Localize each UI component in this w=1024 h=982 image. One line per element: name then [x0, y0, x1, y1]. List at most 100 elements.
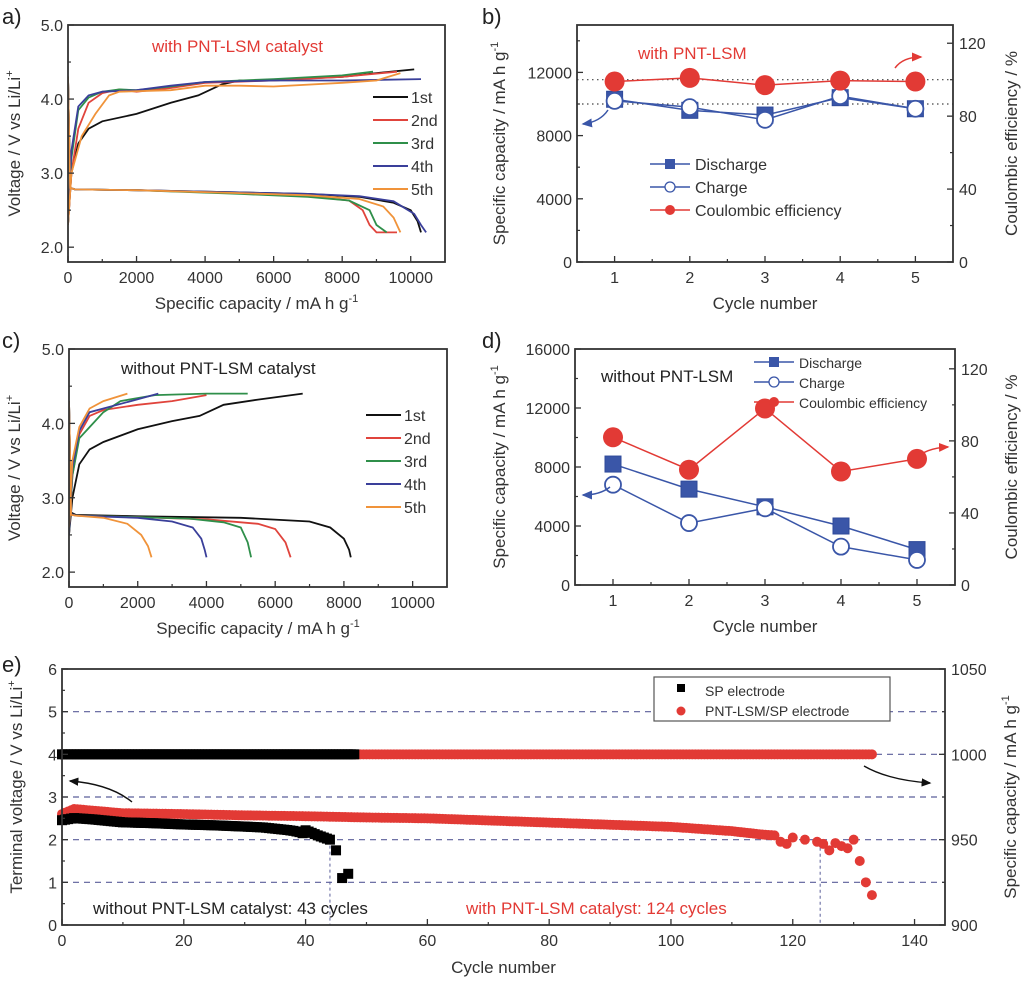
left-axis-arrow	[581, 486, 611, 500]
y-axis-title-main: Specific capacity / mA h g	[490, 375, 509, 569]
efficiency-marker	[905, 71, 926, 92]
legend-marker-discharge	[769, 357, 779, 367]
legend-label-Charge: Charge	[799, 375, 845, 391]
x-axis-title-main: Specific capacity / mA h g	[156, 619, 350, 638]
left-y-tick-label: 12000	[526, 401, 571, 418]
panel-label: a)	[2, 4, 22, 29]
x-axis-title: Cycle number	[451, 958, 556, 977]
left-y-tick-label: 5.0	[42, 342, 64, 359]
legend-label-2nd: 2nd	[404, 431, 431, 448]
efficiency-marker	[755, 75, 775, 96]
left-y-tick-label: 12000	[528, 65, 573, 82]
voltage-point-pnt-lsm	[842, 843, 853, 854]
discharge-curve-4th	[68, 76, 427, 233]
discharge-curve-5th	[68, 76, 402, 233]
x-tick-label: 4000	[187, 270, 223, 287]
x-tick-label: 10000	[390, 595, 435, 612]
x-tick-label: 100	[658, 933, 685, 950]
left-y-tick-label: 8000	[534, 460, 570, 477]
legend-label-4th: 4th	[404, 477, 426, 494]
capacity-point-pnt-lsm	[866, 749, 877, 760]
voltage-point-sp	[337, 873, 348, 884]
panel-a-frame	[67, 24, 446, 263]
charge-curve-5th	[68, 72, 401, 226]
voltage-point-pnt-lsm	[818, 838, 829, 849]
legend-label-Discharge: Discharge	[799, 355, 862, 371]
panel-label: b)	[482, 4, 502, 29]
panel-d: d) 1 2 3 4 5 0 4000 8000 12000 16000 0 40 80 120 withou…	[482, 328, 1021, 636]
left-y-tick-label: 2	[48, 833, 57, 850]
panel-e: e) 0 20 40 60 80 100 120 140 0 1 2 3 4 5 6 900 950 1000 105…	[2, 652, 1020, 977]
y-axis-title-main: Specific capacity / mA h g	[490, 52, 509, 246]
legend-label-Coulombic efficiency: Coulombic efficiency	[695, 203, 841, 220]
legend-marker-charge	[768, 376, 780, 388]
y-axis-title-superscript: +	[6, 680, 18, 686]
plot-area	[68, 68, 427, 234]
legend-label-1st: 1st	[404, 408, 426, 425]
x-tick-label: 2000	[120, 595, 156, 612]
legend-marker-discharge	[665, 159, 675, 169]
x-tick-label: 5	[913, 593, 922, 610]
charge-curve-2nd	[69, 394, 207, 535]
right-y-tick-label: 950	[951, 833, 978, 850]
legend-label-1st: 1st	[411, 90, 433, 107]
left-y-tick-label: 4.0	[42, 416, 64, 433]
right-y-tick-label: 0	[959, 255, 968, 272]
y2-axis-title: Coulombic efficiency / %	[1002, 375, 1021, 560]
annotation-with-catalyst: with PNT-LSM catalyst: 124 cycles	[465, 899, 727, 918]
voltage-point-sp	[324, 834, 335, 845]
y-axis-title-main: Voltage / V vs Li/Li	[5, 401, 24, 541]
legend-label-sp: SP electrode	[705, 683, 785, 699]
left-y-tick-label: 5	[48, 705, 57, 722]
left-y-tick-label: 4000	[536, 192, 572, 209]
charge-curve-1st	[68, 68, 415, 226]
voltage-point-pnt-lsm	[769, 830, 780, 841]
annotation-without-catalyst: without PNT-LSM catalyst: 43 cycles	[92, 899, 368, 918]
left-y-tick-label: 16000	[526, 342, 571, 359]
left-y-tick-label: 2.0	[41, 240, 63, 257]
x-tick-label: 3	[761, 270, 770, 287]
left-y-tick-label: 5.0	[41, 18, 63, 35]
x-axis-title: Specific capacity / mA h g-1	[155, 293, 358, 313]
charge-curve-5th	[69, 392, 128, 528]
voltage-point-pnt-lsm	[781, 838, 792, 849]
voltage-point-sp	[343, 868, 354, 879]
y-axis-title: Voltage / V vs Li/Li+	[4, 70, 24, 216]
y-axis-title: Specific capacity / mA h g-1	[489, 365, 509, 568]
efficiency-marker	[679, 67, 700, 88]
x-tick-label: 2000	[119, 270, 155, 287]
x-tick-label: 8000	[326, 595, 362, 612]
x-tick-label: 1	[609, 593, 618, 610]
left-y-tick-label: 3.0	[41, 166, 63, 183]
legend-label-5th: 5th	[404, 500, 426, 517]
legend-marker-charge	[664, 181, 676, 193]
legend-label-4th: 4th	[411, 159, 433, 176]
discharge-curve-3rd	[68, 76, 388, 234]
left-y-tick-label: 3	[48, 790, 57, 807]
charge-marker	[756, 110, 774, 129]
x-tick-label: 10000	[388, 270, 433, 287]
legend-label-pnt-lsm: PNT-LSM/SP electrode	[705, 703, 850, 719]
x-tick-label: 6000	[256, 270, 292, 287]
y-axis-title-main: Voltage / V vs Li/Li	[5, 77, 24, 217]
charge-marker	[680, 514, 698, 532]
y2-axis-title-main: Specific capacity / mA h g	[1001, 705, 1020, 899]
discharge-curve-2nd	[68, 76, 397, 234]
right-y-tick-label: 0	[961, 578, 970, 595]
voltage-point-pnt-lsm	[848, 834, 859, 845]
charge-curve-4th	[69, 392, 159, 535]
discharge-curve-4th	[69, 401, 208, 558]
right-y-tick-label: 1050	[951, 662, 987, 679]
right-y-tick-label: 120	[959, 36, 986, 53]
left-axis-arrow	[68, 777, 133, 803]
legend-label-2nd: 2nd	[411, 113, 438, 130]
y-axis-title: Specific capacity / mA h g-1	[489, 42, 509, 245]
left-y-tick-label: 0	[561, 578, 570, 595]
legend-marker-sp	[677, 684, 685, 692]
charge-marker	[756, 499, 774, 518]
discharge-curve-2nd	[69, 401, 292, 558]
panel-a: a) 0 2000 4000 6000 8000 10000 2.0 3.0 4.0 5.0 with…	[2, 4, 446, 313]
x-axis-title: Specific capacity / mA h g-1	[156, 618, 359, 638]
charge-curve-1st	[69, 392, 303, 535]
legend-marker-efficiency	[769, 397, 779, 407]
